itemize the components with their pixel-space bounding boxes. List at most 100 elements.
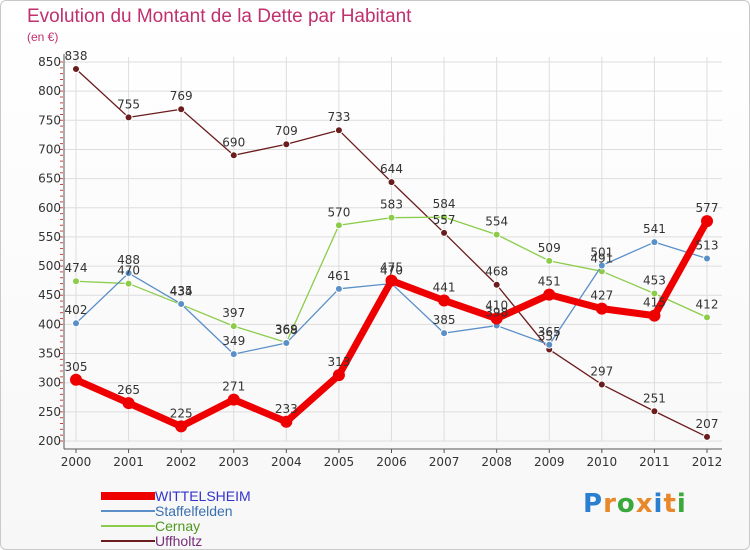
data-label-staffelfelden: 365 bbox=[538, 325, 561, 339]
data-point-uffholtz bbox=[703, 432, 711, 441]
data-point-wittelsheim bbox=[648, 309, 661, 322]
data-point-cernay bbox=[440, 213, 449, 222]
data-label-uffholtz: 769 bbox=[170, 89, 193, 103]
data-label-uffholtz: 838 bbox=[65, 49, 88, 63]
data-point-wittelsheim bbox=[175, 420, 188, 433]
y-tick-label: 250 bbox=[38, 405, 61, 419]
data-point-staffelfelden bbox=[229, 350, 238, 359]
data-label-uffholtz: 207 bbox=[696, 417, 719, 431]
data-point-uffholtz bbox=[440, 228, 449, 237]
data-label-uffholtz: 297 bbox=[590, 364, 613, 378]
legend-item-uffholtz: Uffholtz bbox=[101, 532, 251, 549]
data-label-wittelsheim: 233 bbox=[275, 402, 298, 416]
data-point-staffelfelden bbox=[650, 238, 659, 247]
y-tick-label: 700 bbox=[38, 142, 61, 156]
data-label-cernay: 474 bbox=[65, 261, 88, 275]
data-label-cernay: 570 bbox=[327, 205, 350, 219]
data-point-staffelfelden bbox=[597, 261, 606, 270]
data-point-wittelsheim bbox=[70, 373, 82, 386]
legend-item-cernay: Cernay bbox=[101, 517, 251, 534]
data-label-wittelsheim: 305 bbox=[65, 360, 88, 374]
data-point-wittelsheim bbox=[122, 397, 135, 410]
y-tick-label: 400 bbox=[38, 317, 61, 331]
data-point-staffelfelden bbox=[124, 269, 133, 278]
data-label-staffelfelden: 349 bbox=[222, 334, 245, 348]
data-label-staffelfelden: 470 bbox=[380, 264, 403, 278]
chart-title: Evolution du Montant de la Dette par Hab… bbox=[27, 6, 412, 27]
data-label-uffholtz: 755 bbox=[117, 97, 140, 111]
y-tick-label: 500 bbox=[38, 259, 61, 273]
data-label-staffelfelden: 488 bbox=[117, 253, 140, 267]
y-tick-label: 650 bbox=[38, 172, 61, 186]
data-point-uffholtz bbox=[282, 140, 291, 149]
data-label-staffelfelden: 368 bbox=[275, 323, 298, 337]
data-label-cernay: 470 bbox=[117, 264, 140, 278]
data-label-cernay: 397 bbox=[222, 306, 245, 320]
data-label-staffelfelden: 435 bbox=[170, 284, 193, 298]
legend: WITTELSHEIM Staffelfelden Cernay Uffholt… bbox=[101, 488, 251, 549]
data-label-staffelfelden: 501 bbox=[590, 245, 613, 259]
data-point-staffelfelden bbox=[282, 339, 291, 348]
data-point-uffholtz bbox=[387, 178, 396, 187]
data-point-uffholtz bbox=[597, 380, 606, 389]
y-tick-label: 750 bbox=[38, 113, 61, 127]
data-point-staffelfelden bbox=[72, 319, 80, 328]
x-tick-label: 2000 bbox=[61, 455, 92, 469]
data-point-cernay bbox=[387, 213, 396, 222]
data-label-uffholtz: 644 bbox=[380, 162, 403, 176]
y-tick-label: 850 bbox=[38, 55, 61, 69]
data-point-cernay bbox=[72, 277, 80, 286]
data-point-wittelsheim bbox=[701, 215, 713, 228]
data-point-wittelsheim bbox=[490, 312, 503, 325]
data-point-staffelfelden bbox=[440, 329, 449, 338]
data-label-uffholtz: 251 bbox=[643, 391, 666, 405]
data-point-cernay bbox=[229, 322, 238, 331]
logo-text: Proxiti bbox=[583, 489, 687, 519]
proxiti-logo: Proxiti bbox=[583, 489, 687, 519]
legend-label-uffholtz: Uffholtz bbox=[155, 532, 203, 549]
data-label-staffelfelden: 461 bbox=[327, 269, 350, 283]
x-tick-label: 2004 bbox=[271, 455, 302, 469]
legend-swatch-staffelfelden bbox=[101, 509, 155, 512]
data-label-wittelsheim: 475 bbox=[380, 261, 403, 275]
legend-item-wittelsheim: WITTELSHEIM bbox=[101, 488, 251, 504]
legend-label-cernay: Cernay bbox=[155, 517, 201, 534]
data-label-cernay: 584 bbox=[433, 197, 456, 211]
data-label-cernay: 434 bbox=[170, 285, 193, 299]
data-point-cernay bbox=[124, 279, 133, 288]
data-point-cernay bbox=[545, 256, 554, 265]
legend-label-staffelfelden: Staffelfelden bbox=[155, 502, 233, 519]
legend-swatch-wittelsheim bbox=[101, 491, 155, 500]
data-point-uffholtz bbox=[124, 113, 133, 122]
data-point-cernay bbox=[650, 289, 659, 298]
legend-swatch-cernay bbox=[101, 524, 155, 527]
data-point-cernay bbox=[334, 221, 343, 230]
data-point-uffholtz bbox=[177, 105, 186, 114]
data-label-uffholtz: 557 bbox=[433, 213, 456, 227]
data-point-staffelfelden bbox=[545, 340, 554, 349]
data-label-uffholtz: 468 bbox=[485, 265, 508, 279]
x-tick-label: 2012 bbox=[692, 455, 723, 469]
data-label-uffholtz: 709 bbox=[275, 124, 298, 138]
data-label-wittelsheim: 427 bbox=[590, 289, 613, 303]
data-point-wittelsheim bbox=[595, 302, 608, 315]
y-tick-label: 300 bbox=[38, 376, 61, 390]
data-label-cernay: 554 bbox=[485, 215, 508, 229]
data-label-wittelsheim: 451 bbox=[538, 275, 561, 289]
legend-swatch-uffholtz bbox=[101, 539, 155, 542]
data-label-wittelsheim: 441 bbox=[433, 280, 456, 294]
data-point-wittelsheim bbox=[385, 274, 398, 287]
data-label-cernay: 369 bbox=[275, 322, 298, 336]
data-point-cernay bbox=[492, 230, 501, 239]
legend-item-staffelfelden: Staffelfelden bbox=[101, 502, 251, 519]
data-point-wittelsheim bbox=[438, 294, 451, 307]
x-tick-label: 2003 bbox=[218, 455, 249, 469]
y-tick-label: 450 bbox=[38, 288, 61, 302]
data-point-uffholtz bbox=[650, 407, 659, 416]
data-point-staffelfelden bbox=[703, 254, 711, 263]
data-label-wittelsheim: 313 bbox=[327, 355, 350, 369]
y-tick-label: 550 bbox=[38, 230, 61, 244]
x-tick-label: 2008 bbox=[481, 455, 512, 469]
